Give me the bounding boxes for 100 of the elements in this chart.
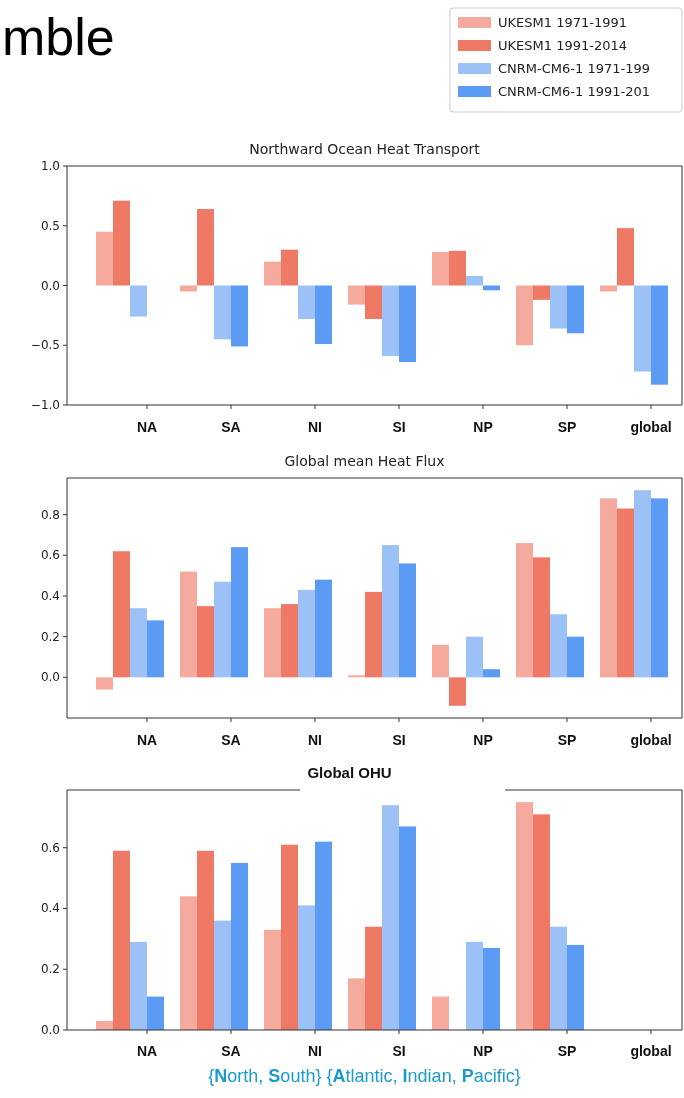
bar bbox=[315, 579, 332, 678]
bar bbox=[348, 978, 365, 1030]
y-tick-label: 0.6 bbox=[40, 840, 60, 855]
bar bbox=[231, 285, 248, 347]
bar bbox=[180, 896, 197, 1030]
bar bbox=[147, 620, 164, 678]
legend-label: UKESM1 1971-1991 bbox=[498, 15, 627, 30]
bar bbox=[550, 614, 567, 678]
y-tick-label: 0.0 bbox=[40, 278, 60, 293]
bar bbox=[449, 677, 466, 706]
bar bbox=[214, 285, 231, 340]
x-tick-label: global bbox=[630, 419, 672, 435]
x-tick-label: NI bbox=[308, 732, 322, 748]
x-tick-label: NA bbox=[136, 419, 158, 435]
x-tick-label: SA bbox=[221, 1043, 241, 1059]
bar bbox=[264, 608, 281, 678]
y-tick-label: −1.0 bbox=[30, 398, 60, 412]
bar bbox=[315, 841, 332, 1030]
bar bbox=[533, 557, 550, 678]
y-tick-label: 0.4 bbox=[40, 588, 60, 603]
bar bbox=[651, 285, 668, 385]
x-tick-label: SP bbox=[557, 1043, 577, 1059]
bar bbox=[516, 802, 533, 1030]
bar bbox=[365, 591, 382, 678]
x-tick-label: NA bbox=[136, 1043, 158, 1059]
bar bbox=[298, 905, 315, 1030]
bar bbox=[147, 996, 164, 1030]
bar bbox=[113, 200, 130, 286]
bar bbox=[298, 285, 315, 319]
bar bbox=[617, 508, 634, 678]
x-tick-label: global bbox=[630, 1043, 672, 1059]
bar bbox=[214, 581, 231, 678]
bar bbox=[567, 285, 584, 334]
bar bbox=[651, 498, 668, 678]
bar bbox=[516, 285, 533, 346]
x-tick-label: NI bbox=[308, 419, 322, 435]
bar bbox=[96, 231, 113, 286]
x-tick-label: SA bbox=[221, 732, 241, 748]
legend-label: CNRM-CM6-1 1971-199 bbox=[498, 61, 650, 76]
bar bbox=[399, 285, 416, 362]
y-tick-label: 1.0 bbox=[40, 159, 60, 173]
y-tick-label: 0.8 bbox=[40, 507, 60, 522]
y-tick-label: 0.0 bbox=[40, 670, 60, 685]
x-tick-label: global bbox=[630, 732, 672, 748]
x-tick-label: SP bbox=[557, 732, 577, 748]
x-tick-label: SP bbox=[557, 419, 577, 435]
bar bbox=[634, 490, 651, 678]
bar bbox=[382, 805, 399, 1030]
bar bbox=[180, 571, 197, 678]
y-tick-label: 0.2 bbox=[40, 629, 60, 644]
y-tick-label: 0.2 bbox=[40, 962, 60, 977]
bar bbox=[567, 944, 584, 1030]
bar bbox=[365, 926, 382, 1030]
bar bbox=[617, 228, 634, 286]
bar bbox=[483, 669, 500, 678]
x-tick-label: SI bbox=[392, 419, 406, 435]
bar bbox=[264, 929, 281, 1030]
bar bbox=[550, 926, 567, 1030]
y-tick-label: −0.5 bbox=[30, 338, 60, 353]
bar bbox=[567, 636, 584, 678]
bar bbox=[466, 941, 483, 1030]
bar bbox=[483, 947, 500, 1030]
bar bbox=[449, 250, 466, 286]
text: {North, South} {Atlantic, Indian, Pacific} bbox=[208, 1066, 521, 1086]
x-tick-label: NP bbox=[473, 419, 493, 435]
bar bbox=[399, 563, 416, 678]
bar bbox=[130, 941, 147, 1030]
bar bbox=[281, 604, 298, 678]
bar bbox=[130, 608, 147, 678]
bar bbox=[113, 551, 130, 678]
y-tick-label: 0.5 bbox=[40, 218, 60, 233]
bar bbox=[382, 285, 399, 357]
x-tick-label: NI bbox=[308, 1043, 322, 1059]
bar bbox=[214, 920, 231, 1030]
bar bbox=[96, 677, 113, 690]
bar bbox=[550, 285, 567, 329]
bar bbox=[600, 498, 617, 678]
x-tick-label: SA bbox=[221, 419, 241, 435]
x-tick-label: NP bbox=[473, 732, 493, 748]
text: mble bbox=[2, 8, 115, 66]
bar bbox=[298, 589, 315, 678]
x-tick-label: SI bbox=[392, 1043, 406, 1059]
bar bbox=[281, 844, 298, 1030]
bar bbox=[348, 675, 365, 678]
bar bbox=[197, 209, 214, 286]
bar bbox=[466, 275, 483, 286]
chart-title: Northward Ocean Heat Transport bbox=[249, 141, 481, 157]
bar bbox=[382, 545, 399, 678]
bar bbox=[516, 543, 533, 678]
bar bbox=[281, 249, 298, 286]
bar bbox=[197, 606, 214, 678]
chart-title: Global mean Heat Flux bbox=[284, 453, 445, 469]
bar bbox=[432, 644, 449, 678]
bar bbox=[432, 996, 449, 1030]
bar bbox=[466, 636, 483, 678]
x-tick-label: NA bbox=[136, 732, 158, 748]
bar bbox=[197, 850, 214, 1030]
bar bbox=[264, 261, 281, 286]
bar bbox=[315, 285, 332, 345]
bar bbox=[533, 814, 550, 1030]
